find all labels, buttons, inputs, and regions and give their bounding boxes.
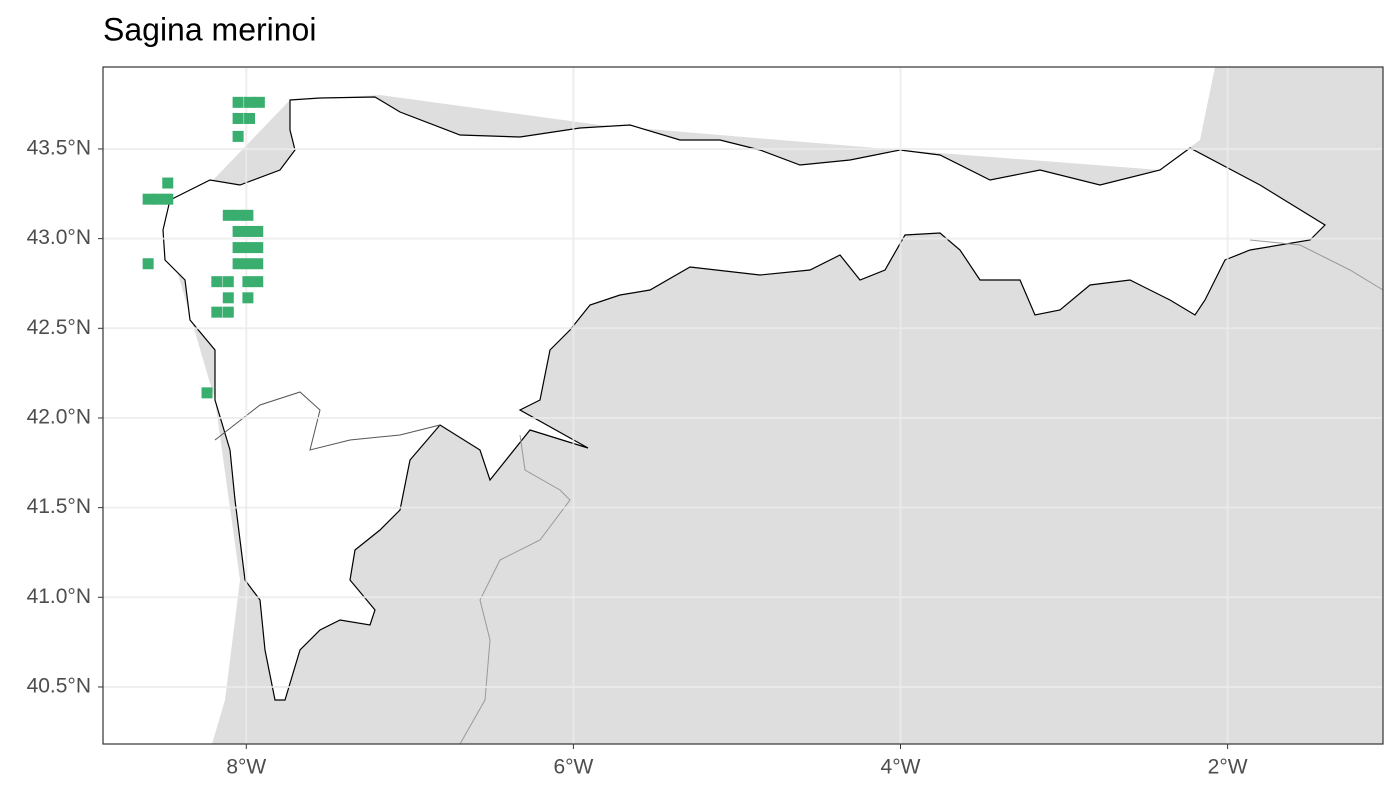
border: [214, 391, 441, 451]
occurrence-cell: [232, 258, 244, 270]
occurrence-cell: [222, 209, 234, 221]
y-tick-label: 42.0°N: [27, 406, 91, 429]
occurrence-cell: [242, 242, 254, 254]
occurrence-cell: [242, 276, 254, 288]
occurrence-cell: [242, 292, 254, 304]
occurrence-cell: [242, 258, 254, 270]
occurrence-cell: [232, 209, 244, 221]
occurrence-cell: [253, 96, 265, 108]
occurrence-cell: [232, 242, 244, 254]
x-tick-label: 8°W: [226, 756, 266, 779]
occurrence-cell: [232, 225, 244, 237]
y-tick-label: 43.0°N: [27, 226, 91, 249]
x-tick-label: 6°W: [553, 756, 593, 779]
occurrence-cell: [201, 387, 213, 399]
occurrence-cell: [232, 96, 244, 108]
panel-border: [102, 66, 1384, 745]
y-tick-label: 40.5°N: [27, 675, 91, 698]
occurrence-cell: [252, 276, 264, 288]
occurrence-cell: [142, 193, 154, 205]
occurrence-cell: [211, 306, 223, 318]
sea: [103, 67, 1215, 744]
occurrence-cell: [244, 96, 256, 108]
occurrence-cell: [242, 209, 254, 221]
y-tick-label: 42.5°N: [27, 316, 91, 339]
occurrence-cell: [244, 112, 256, 124]
occurrence-cell: [252, 258, 264, 270]
occurrence-cell: [222, 306, 234, 318]
occurrence-cell: [222, 276, 234, 288]
x-tick-label: 2°W: [1208, 756, 1248, 779]
occurrence-cell: [162, 193, 174, 205]
occurrence-cell: [232, 112, 244, 124]
chart-title: Sagina merinoi: [103, 11, 316, 47]
occurrence-cell: [252, 225, 264, 237]
y-tick-label: 41.5°N: [27, 495, 91, 518]
border: [1249, 239, 1384, 291]
occurrence-cell: [232, 130, 244, 142]
border: [459, 434, 571, 745]
occurrence-cell: [142, 258, 154, 270]
occurrence-cell: [162, 177, 174, 189]
x-tick-label: 4°W: [881, 756, 921, 779]
occurrence-cell: [211, 276, 223, 288]
occurrence-cell: [252, 242, 264, 254]
occurrence-cell: [152, 193, 164, 205]
occurrence-cell: [222, 292, 234, 304]
study-region: [162, 96, 1326, 701]
occurrence-cell: [242, 225, 254, 237]
y-tick-label: 41.0°N: [27, 585, 91, 608]
y-tick-label: 43.5°N: [27, 137, 91, 160]
